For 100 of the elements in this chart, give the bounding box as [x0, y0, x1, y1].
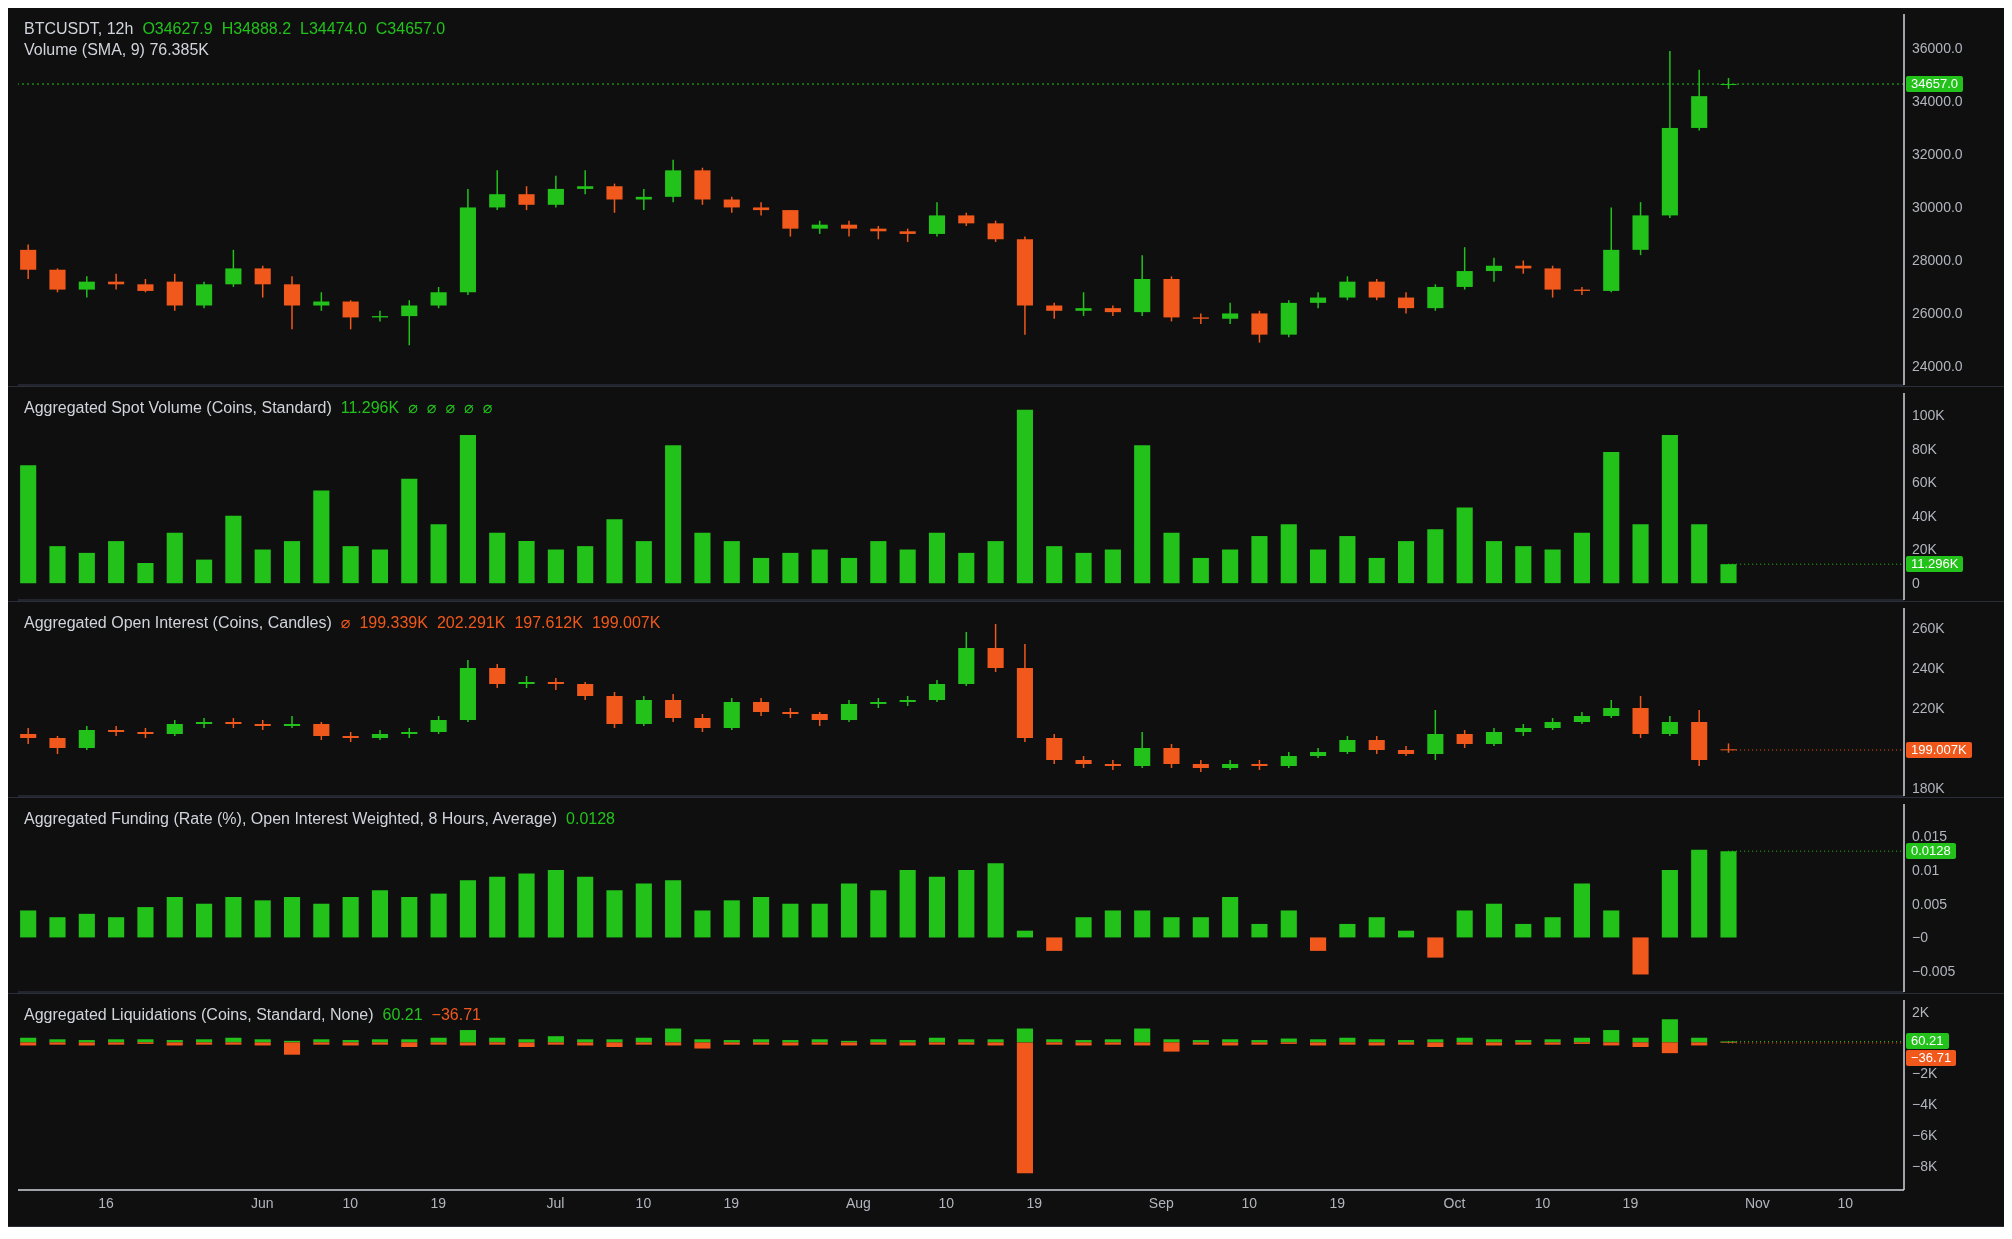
candlestick	[1339, 275, 1356, 301]
bar	[430, 1042, 447, 1045]
bar	[518, 873, 535, 938]
bar	[313, 490, 330, 584]
bar	[459, 880, 476, 938]
bar	[459, 1042, 476, 1046]
bar	[987, 863, 1004, 938]
bar	[1456, 507, 1473, 584]
bar	[78, 552, 95, 584]
bar	[694, 1039, 711, 1043]
annotation: ⌀	[482, 399, 493, 416]
bar	[811, 903, 828, 938]
annotation: 199.007K	[591, 614, 661, 631]
x-tick-label: Oct	[1443, 1194, 1466, 1211]
candlestick	[987, 623, 1004, 673]
bar	[342, 546, 359, 584]
bar	[489, 876, 506, 938]
bar	[283, 1042, 301, 1055]
annotation: O34627.9	[142, 20, 213, 37]
bar	[1251, 536, 1268, 584]
bar	[1134, 910, 1151, 938]
bar	[254, 900, 271, 938]
bar	[78, 913, 95, 938]
bar	[1368, 557, 1385, 584]
annotation: 202.291K	[436, 614, 506, 631]
x-tick-label: 19	[1026, 1194, 1043, 1211]
bar	[1603, 1030, 1620, 1043]
annotation: ⌀	[445, 399, 456, 416]
candlestick	[20, 243, 37, 280]
bar	[1075, 917, 1092, 938]
bar	[1456, 910, 1473, 938]
bar	[958, 870, 975, 938]
bar	[1075, 552, 1092, 584]
bar	[1397, 541, 1415, 584]
x-tick-label: 10	[938, 1194, 955, 1211]
y-tick-label: 180K	[1912, 779, 1946, 796]
bar	[547, 870, 564, 938]
chart-title: BTCUSDT, 12h	[24, 20, 134, 37]
annotation: ⌀	[464, 399, 474, 416]
bar	[225, 896, 242, 938]
candlestick	[1046, 733, 1063, 765]
bar	[1104, 549, 1121, 584]
bar	[1192, 557, 1209, 584]
y-tick-label: −0.005	[1912, 963, 1956, 980]
y-tick-label: 0.015	[1912, 828, 1948, 845]
y-tick-label: 260K	[1912, 619, 1946, 636]
bar	[635, 883, 652, 938]
bar	[49, 917, 66, 938]
bar	[20, 465, 37, 584]
bar	[313, 903, 330, 938]
annotation: 0.0128	[1906, 843, 1956, 860]
bar	[694, 532, 711, 584]
bar	[489, 1042, 506, 1045]
bar	[196, 903, 213, 938]
y-tick-label: 2K	[1912, 1003, 1930, 1020]
bar	[137, 562, 154, 584]
candlestick	[1134, 731, 1151, 769]
bar	[459, 1030, 476, 1043]
x-tick-label: 19	[723, 1194, 740, 1211]
bar	[430, 893, 447, 938]
bar	[958, 552, 975, 584]
bar	[1016, 409, 1033, 584]
bar	[1222, 896, 1239, 938]
bar	[1515, 546, 1532, 584]
candlestick	[1163, 743, 1180, 769]
bar	[1310, 549, 1327, 584]
y-tick-label: 36000.0	[1912, 40, 1963, 57]
candlestick	[430, 286, 447, 309]
x-tick-label: 10	[1837, 1194, 1854, 1211]
chart-title: Aggregated Funding (Rate (%), Open Interest Weighted, 8 Hours, Average)	[24, 810, 558, 827]
y-tick-label: −2K	[1912, 1065, 1938, 1082]
x-tick-label: 19	[1329, 1194, 1346, 1211]
y-tick-label: 100K	[1912, 406, 1946, 423]
annotation: 11.296K	[340, 399, 400, 416]
x-tick-label: 19	[430, 1194, 447, 1211]
bar	[225, 1042, 242, 1045]
bar	[401, 478, 418, 584]
bar	[1134, 1042, 1151, 1046]
candlestick	[1192, 312, 1209, 325]
candlestick	[1427, 283, 1444, 312]
candlestick	[196, 280, 213, 309]
candlestick	[283, 275, 301, 331]
candlestick	[753, 201, 770, 217]
candlestick	[635, 695, 652, 727]
bar	[401, 1039, 418, 1043]
bar	[1163, 1042, 1180, 1052]
bar	[899, 549, 916, 584]
bar	[606, 890, 623, 938]
bar	[928, 532, 946, 584]
bar	[1368, 917, 1385, 938]
x-tick-label: 10	[342, 1194, 359, 1211]
candlestick	[78, 725, 95, 751]
bar	[782, 552, 799, 584]
bar	[547, 1036, 564, 1043]
annotation: L34474.0	[300, 20, 367, 37]
bar	[870, 890, 887, 938]
candlestick	[1368, 278, 1385, 301]
bar	[1661, 435, 1678, 584]
bar	[899, 870, 916, 938]
chart-title: Aggregated Open Interest (Coins, Candles)	[24, 614, 332, 631]
